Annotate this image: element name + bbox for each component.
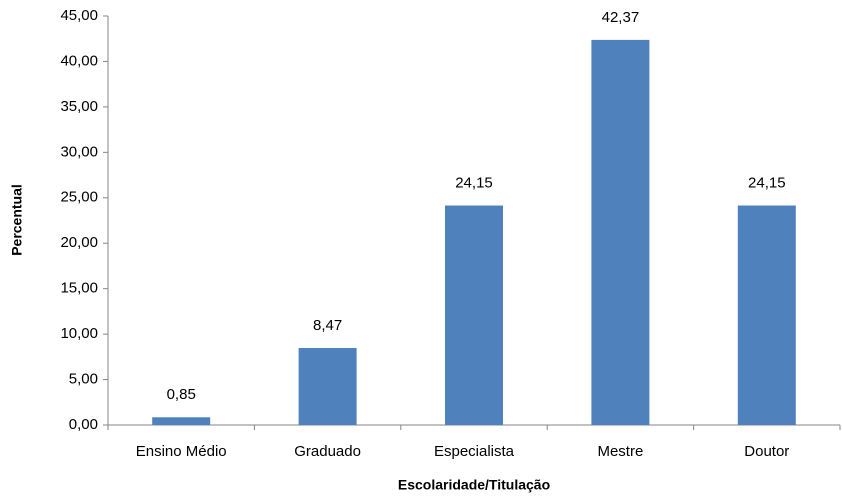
x-tick-label: Doutor	[744, 443, 789, 460]
bar	[591, 39, 650, 425]
y-tick-label: 45,00	[60, 7, 98, 24]
bar	[152, 417, 211, 425]
value-label: 8,47	[313, 317, 342, 334]
value-label: 24,15	[748, 174, 786, 191]
y-tick-label: 35,00	[60, 98, 98, 115]
x-tick-label: Mestre	[597, 443, 643, 460]
bar	[445, 205, 503, 425]
y-axis-title: Percentual	[9, 184, 25, 256]
y-tick-label: 30,00	[60, 143, 98, 160]
bar	[737, 205, 796, 425]
y-tick-label: 10,00	[60, 325, 98, 342]
x-tick-label: Especialista	[434, 443, 515, 460]
y-tick-label: 25,00	[60, 189, 98, 206]
x-tick-label: Ensino Médio	[136, 443, 227, 460]
y-tick-label: 20,00	[60, 234, 98, 251]
y-tick-label: 40,00	[60, 52, 98, 69]
bar	[298, 348, 357, 425]
value-label: 0,85	[167, 386, 196, 403]
x-tick-label: Graduado	[294, 443, 361, 460]
y-tick-label: 15,00	[60, 280, 98, 297]
y-tick-label: 5,00	[69, 371, 98, 388]
value-label: 42,37	[602, 9, 640, 26]
y-tick-label: 0,00	[69, 416, 98, 433]
value-label: 24,15	[455, 174, 493, 191]
x-axis-title: Escolaridade/Titulação	[398, 477, 550, 493]
